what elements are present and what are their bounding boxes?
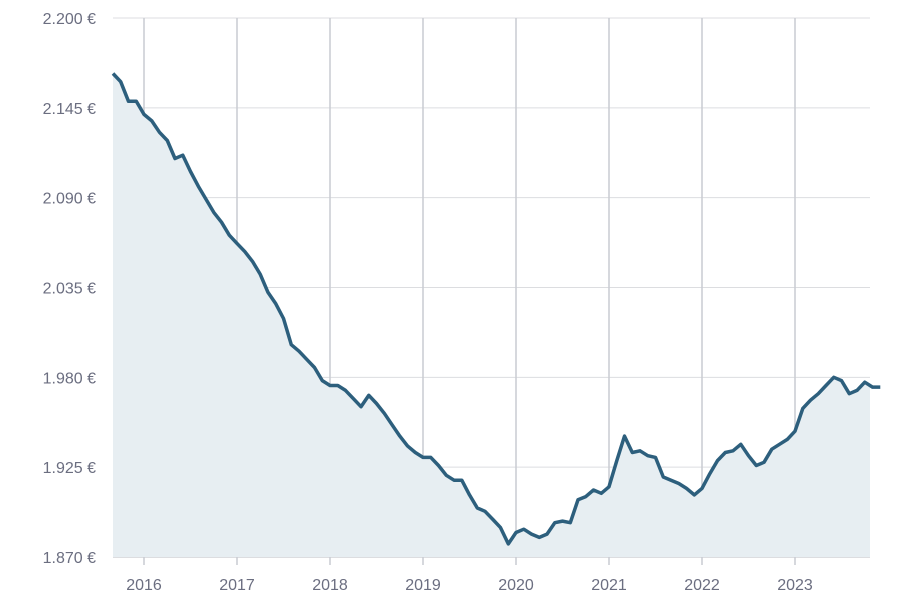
area-fill bbox=[113, 74, 880, 558]
x-axis: 2016 2017 2018 2019 2020 2021 2022 2023 bbox=[126, 577, 813, 594]
x-tick-label: 2018 bbox=[312, 577, 348, 594]
x-tick-label: 2021 bbox=[591, 577, 627, 594]
y-tick-label: 2.090 € bbox=[43, 191, 96, 208]
y-tick-label: 1.980 € bbox=[43, 370, 96, 387]
y-tick-label: 1.925 € bbox=[43, 460, 96, 477]
x-tick-label: 2023 bbox=[777, 577, 813, 594]
x-tick-label: 2020 bbox=[498, 577, 534, 594]
y-tick-label: 2.035 € bbox=[43, 281, 96, 298]
y-tick-label: 1.870 € bbox=[43, 550, 96, 567]
x-tick-label: 2019 bbox=[405, 577, 441, 594]
y-axis: 1.870 € 1.925 € 1.980 € 2.035 € 2.090 € 2.145… bbox=[43, 11, 96, 567]
x-tick-label: 2016 bbox=[126, 577, 162, 594]
y-tick-label: 2.200 € bbox=[43, 11, 96, 28]
x-tick-label: 2017 bbox=[219, 577, 255, 594]
x-tick-label: 2022 bbox=[684, 577, 720, 594]
y-tick-label: 2.145 € bbox=[43, 101, 96, 118]
